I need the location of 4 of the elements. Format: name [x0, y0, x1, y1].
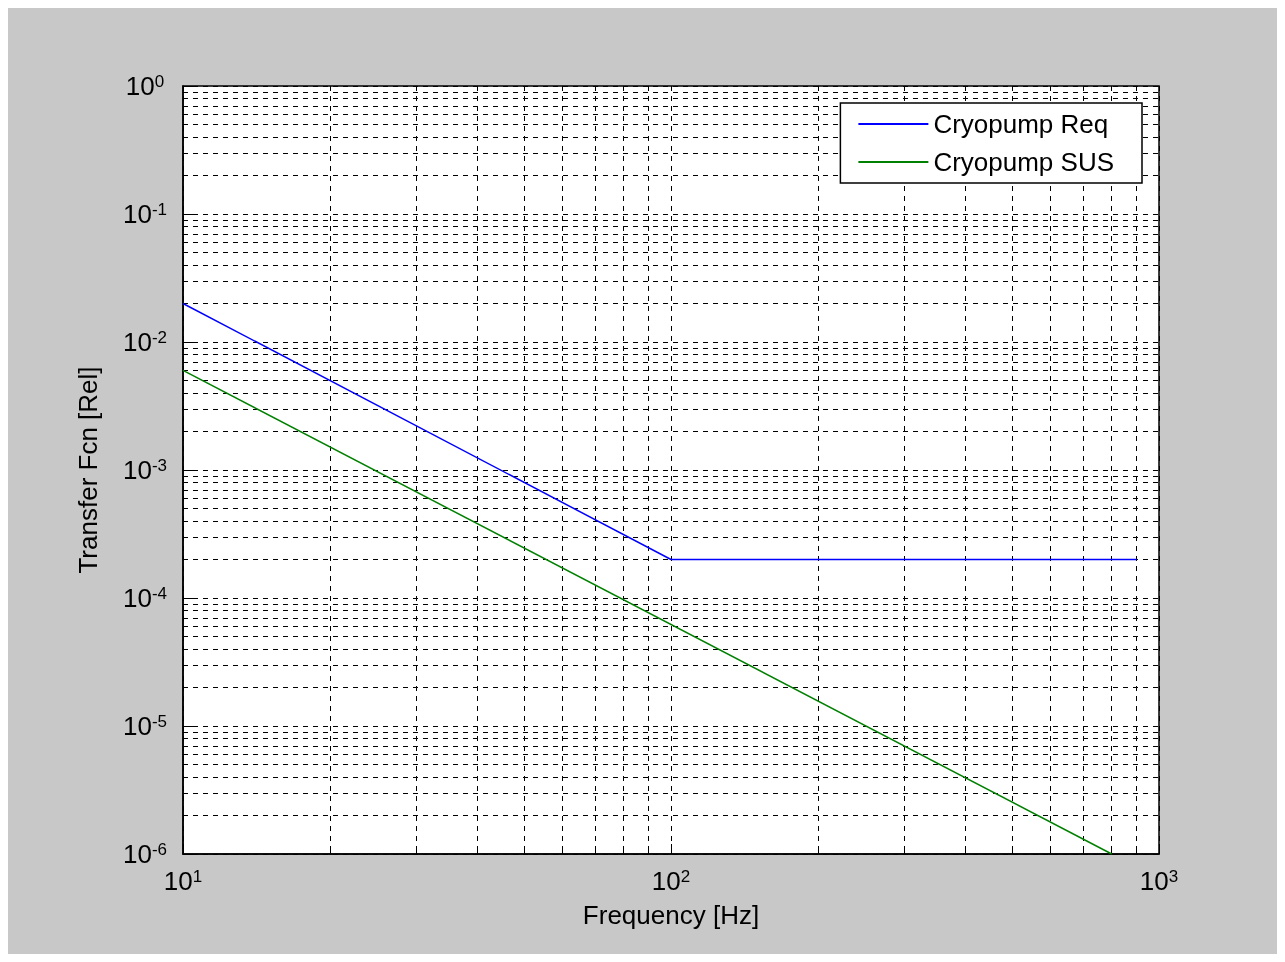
x-axis-title: Frequency [Hz] — [582, 900, 760, 930]
y-axis-title: Transfer Fcn [Rel] — [73, 366, 103, 574]
legend-label: Cryopump Req — [933, 109, 1109, 139]
legend-label: Cryopump SUS — [933, 147, 1115, 177]
